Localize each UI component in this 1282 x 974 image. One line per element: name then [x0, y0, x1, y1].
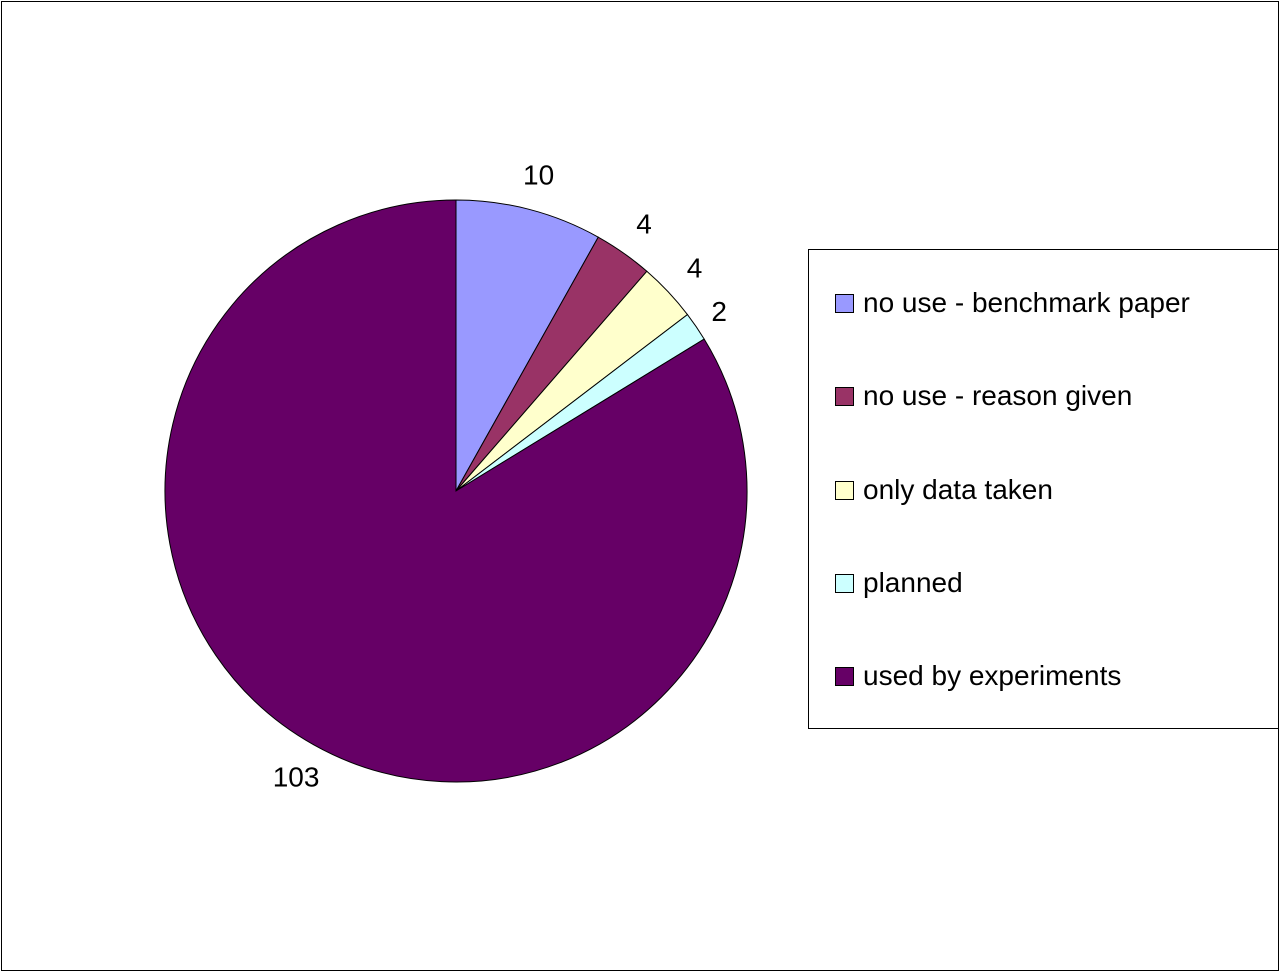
- legend-item-no-use-reason-given: no use - reason given: [835, 376, 1132, 416]
- legend-label: only data taken: [863, 474, 1053, 505]
- data-label-no-use-reason-given: 4: [636, 209, 652, 240]
- data-label-used-by-experiments: 103: [273, 761, 320, 792]
- legend-label: planned: [863, 567, 963, 598]
- legend: no use - benchmark paper no use - reason…: [808, 249, 1279, 729]
- legend-swatch-planned: [835, 573, 854, 593]
- legend-item-no-use-benchmark-paper: no use - benchmark paper: [835, 283, 1190, 323]
- legend-swatch-only-data-taken: [835, 480, 854, 500]
- legend-item-only-data-taken: only data taken: [835, 470, 1053, 510]
- legend-swatch-no-use-reason-given: [835, 386, 854, 406]
- legend-label: used by experiments: [863, 660, 1122, 691]
- legend-swatch-no-use-benchmark-paper: [835, 293, 854, 313]
- data-label-no-use-benchmark-paper: 10: [523, 160, 554, 191]
- pie-slice-used-by-experiments: [164, 199, 748, 783]
- data-label-planned: 2: [711, 296, 727, 327]
- legend-item-planned: planned: [835, 563, 963, 603]
- pie-slice-no-use-benchmark-paper: [455, 199, 599, 493]
- legend-item-used-by-experiments: used by experiments: [835, 656, 1121, 696]
- legend-swatch-used-by-experiments: [835, 666, 854, 686]
- data-label-only-data-taken: 4: [687, 252, 703, 283]
- legend-label: no use - benchmark paper: [863, 287, 1190, 318]
- legend-label: no use - reason given: [863, 380, 1133, 411]
